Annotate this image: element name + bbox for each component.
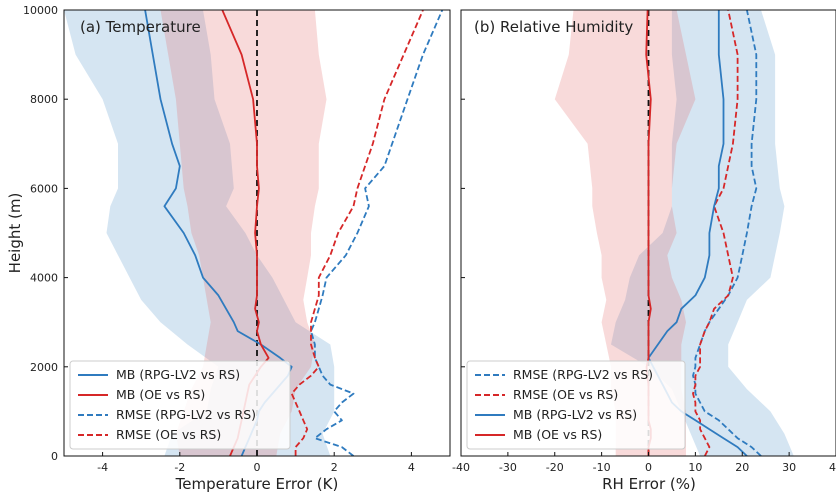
legend-label: RMSE (OE vs RS) xyxy=(116,427,221,442)
panel-title-relative-humidity: (b) Relative Humidity xyxy=(474,18,633,36)
series-line-4 xyxy=(290,10,424,456)
x-tick-label: -10 xyxy=(593,461,611,474)
y-axis-label-height: Height (m) xyxy=(6,193,24,274)
series-line-3 xyxy=(310,10,444,456)
legend-box xyxy=(466,360,686,450)
legend-label: RMSE (RPG-LV2 vs RS) xyxy=(116,407,256,422)
x-tick-label: 10 xyxy=(688,461,702,474)
legend-label: MB (OE vs RS) xyxy=(513,427,602,442)
x-tick-label: -30 xyxy=(499,461,517,474)
x-tick-label: 30 xyxy=(782,461,796,474)
x-tick-label: 0 xyxy=(645,461,652,474)
spread-band-1 xyxy=(611,10,794,456)
legend-label: RMSE (OE vs RS) xyxy=(513,387,618,402)
plot-area xyxy=(554,10,794,456)
y-tick-label: 8000 xyxy=(30,93,58,106)
x-tick-label: -20 xyxy=(546,461,564,474)
y-tick-label: 2000 xyxy=(30,361,58,374)
spread-band-2 xyxy=(160,10,327,456)
y-tick-label: 6000 xyxy=(30,182,58,195)
legend-label: RMSE (RPG-LV2 vs RS) xyxy=(513,367,653,382)
legend: MB (RPG-LV2 vs RS) MB (OE vs RS) RMSE (RPG… xyxy=(69,360,291,450)
legend-label: MB (RPG-LV2 vs RS) xyxy=(116,367,240,382)
x-tick-label: -2 xyxy=(174,461,185,474)
x-axis-label-temperature: Temperature Error (K) xyxy=(175,475,339,493)
x-tick-label: 40 xyxy=(829,461,836,474)
x-tick-label: 0 xyxy=(254,461,261,474)
y-tick-label: 0 xyxy=(51,450,58,463)
legend-box xyxy=(69,360,291,450)
x-tick-label: -40 xyxy=(452,461,470,474)
series-line-1 xyxy=(692,10,762,456)
y-tick-label: 10000 xyxy=(23,4,58,17)
x-axis-label-rh: RH Error (%) xyxy=(602,475,696,493)
panel-relative-humidity: RH Error (%) -40 -30 -20 -10 0 10 20 30 40 RMSE (… xyxy=(452,9,836,493)
legend: RMSE (RPG-LV2 vs RS) RMSE (OE vs RS) MB (R… xyxy=(466,360,686,450)
y-tick-label: 4000 xyxy=(30,272,58,285)
x-tick-label: -4 xyxy=(97,461,108,474)
x-tick-label: 2 xyxy=(331,461,338,474)
panel-title-temperature: (a) Temperature xyxy=(80,18,201,36)
plot-area xyxy=(64,10,444,456)
legend-label: MB (RPG-LV2 vs RS) xyxy=(513,407,637,422)
spread-band-1 xyxy=(64,10,335,456)
x-tick-label: 4 xyxy=(408,461,415,474)
x-tick-label: 20 xyxy=(735,461,749,474)
legend-label: MB (OE vs RS) xyxy=(116,387,205,402)
panel-temperature: Temperature Error (K) Height (m) -4 -2 0 2 4… xyxy=(6,4,451,493)
series-line-3 xyxy=(647,10,748,456)
spread-band-2 xyxy=(554,10,696,456)
